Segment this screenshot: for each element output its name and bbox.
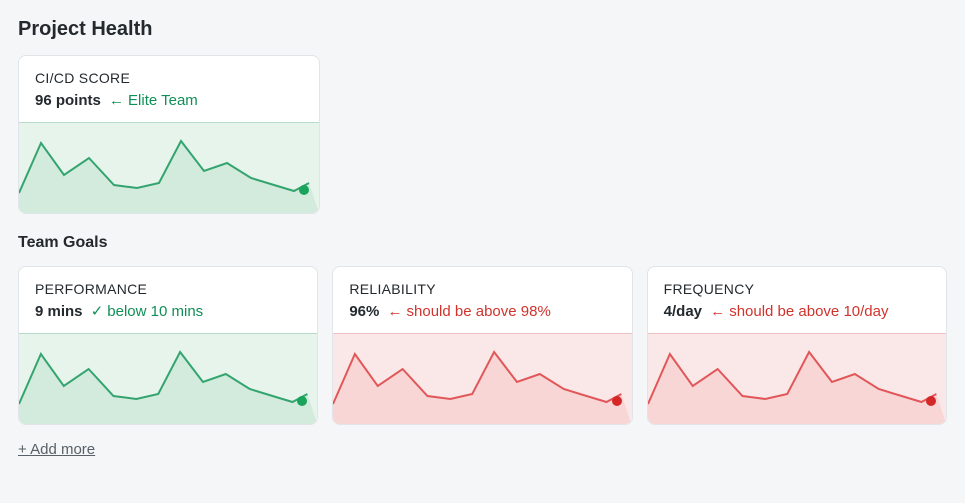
arrow-left-icon: ←: [109, 92, 124, 109]
goals-row: PERFORMANCE 9 mins ✓below 10 mins RELIAB…: [18, 266, 947, 425]
card-chart: [19, 123, 319, 213]
card-badge: ←should be above 10/day: [710, 303, 888, 320]
card-badge-text: below 10 mins: [107, 303, 203, 320]
card-value-line: 4/day ←should be above 10/day: [664, 303, 930, 321]
arrow-left-icon: ←: [388, 303, 403, 320]
sparkline-area: [648, 352, 946, 424]
card-title: CI/CD SCORE: [35, 70, 303, 86]
card-head: RELIABILITY 96% ←should be above 98%: [333, 267, 631, 333]
card-frequency[interactable]: FREQUENCY 4/day ←should be above 10/day: [647, 266, 947, 425]
sparkline-svg: [648, 334, 946, 424]
sparkline-end-dot: [612, 396, 622, 406]
card-value-line: 96 points ←Elite Team: [35, 92, 303, 110]
card-badge: ←Elite Team: [109, 92, 198, 109]
card-value-line: 96% ←should be above 98%: [349, 303, 615, 321]
sparkline-end-dot: [926, 396, 936, 406]
arrow-left-icon: ←: [710, 303, 725, 320]
check-icon: ✓: [91, 303, 104, 320]
card-chart: [648, 334, 946, 424]
sparkline-area: [19, 352, 317, 424]
card-badge-text: should be above 98%: [407, 303, 551, 320]
card-title: PERFORMANCE: [35, 281, 301, 297]
card-badge-text: Elite Team: [128, 92, 198, 109]
sparkline-svg: [19, 123, 319, 213]
health-row: CI/CD SCORE 96 points ←Elite Team: [18, 55, 947, 214]
section-title-goals: Team Goals: [18, 234, 947, 252]
card-badge: ←should be above 98%: [388, 303, 551, 320]
card-value: 96%: [349, 303, 379, 320]
section-title-health: Project Health: [18, 18, 947, 41]
card-value-line: 9 mins ✓below 10 mins: [35, 303, 301, 321]
card-head: CI/CD SCORE 96 points ←Elite Team: [19, 56, 319, 122]
card-head: FREQUENCY 4/day ←should be above 10/day: [648, 267, 946, 333]
sparkline-area: [19, 141, 319, 213]
card-badge: ✓below 10 mins: [91, 303, 203, 320]
dashboard-page: Project Health CI/CD SCORE 96 points ←El…: [0, 0, 965, 459]
sparkline-svg: [333, 334, 631, 424]
card-title: FREQUENCY: [664, 281, 930, 297]
card-reliability[interactable]: RELIABILITY 96% ←should be above 98%: [332, 266, 632, 425]
card-performance[interactable]: PERFORMANCE 9 mins ✓below 10 mins: [18, 266, 318, 425]
card-head: PERFORMANCE 9 mins ✓below 10 mins: [19, 267, 317, 333]
card-value: 9 mins: [35, 303, 83, 320]
sparkline-end-dot: [299, 185, 309, 195]
card-chart: [333, 334, 631, 424]
card-value: 96 points: [35, 92, 101, 109]
add-more-button[interactable]: + Add more: [18, 441, 95, 458]
sparkline-area: [333, 352, 631, 424]
card-chart: [19, 334, 317, 424]
card-title: RELIABILITY: [349, 281, 615, 297]
card-badge-text: should be above 10/day: [729, 303, 888, 320]
card-cicd[interactable]: CI/CD SCORE 96 points ←Elite Team: [18, 55, 320, 214]
card-value: 4/day: [664, 303, 702, 320]
sparkline-svg: [19, 334, 317, 424]
